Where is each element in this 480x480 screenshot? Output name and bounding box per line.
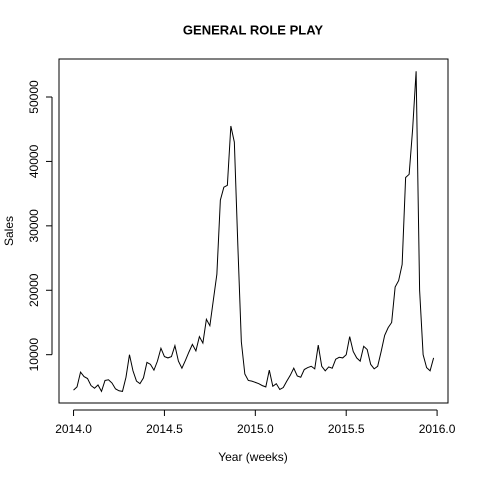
y-tick-label: 30000 <box>27 209 41 243</box>
x-tick-label: 2015.5 <box>328 422 365 436</box>
plot-frame <box>58 58 449 404</box>
x-axis-label: Year (weeks) <box>218 450 288 464</box>
chart-title: GENERAL ROLE PLAY <box>183 22 323 37</box>
x-tick-label: 2016.0 <box>419 422 456 436</box>
y-tick-label: 50000 <box>27 80 41 114</box>
y-tick-label: 40000 <box>27 144 41 178</box>
y-axis-label: Sales <box>2 216 16 246</box>
x-tick-label: 2015.0 <box>237 422 274 436</box>
x-tick-label: 2014.0 <box>55 422 92 436</box>
y-tick-label: 20000 <box>27 273 41 307</box>
y-tick-label: 10000 <box>27 338 41 372</box>
data-line <box>73 71 435 393</box>
x-tick-label: 2014.5 <box>146 422 183 436</box>
